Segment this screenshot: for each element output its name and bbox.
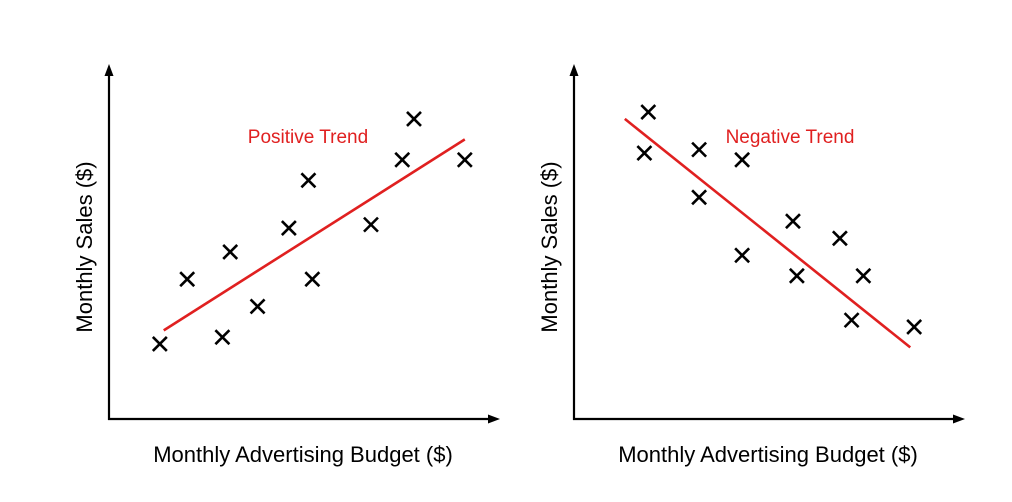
trend-annotation: Positive Trend — [248, 127, 368, 148]
y-axis-arrow — [104, 64, 114, 76]
data-point-x-marker — [222, 243, 239, 260]
data-point-x-marker — [788, 267, 805, 284]
data-point-x-marker — [843, 312, 860, 329]
data-point-x-marker — [636, 145, 653, 161]
trend-line — [624, 117, 912, 349]
data-point-x-marker — [363, 216, 379, 233]
x-axis-arrow — [953, 414, 965, 424]
positive-trend-chart: Monthly Advertising Budget ($) Monthly S… — [72, 64, 500, 467]
data-point-x-marker — [906, 319, 923, 335]
data-point-x-marker — [151, 336, 168, 352]
data-point-x-marker — [640, 104, 657, 121]
data-point-x-marker — [691, 141, 708, 158]
data-point-x-marker — [734, 151, 751, 168]
y-axis-arrow — [569, 64, 579, 76]
data-point-x-marker — [280, 220, 297, 236]
data-point-x-marker — [394, 151, 411, 168]
trend-line — [163, 138, 466, 332]
data-point-x-marker — [456, 151, 473, 168]
data-point-x-marker — [831, 230, 848, 247]
data-point-x-marker — [406, 111, 422, 127]
negative-trend-chart: Monthly Advertising Budget ($) Monthly S… — [537, 64, 965, 467]
x-axis-label: Monthly Advertising Budget ($) — [618, 442, 918, 467]
data-point-x-marker — [855, 267, 872, 284]
x-axis-arrow — [488, 414, 500, 424]
data-point-x-marker — [691, 189, 708, 206]
data-point-x-marker — [249, 298, 266, 315]
trend-annotation: Negative Trend — [726, 127, 855, 148]
data-points — [151, 111, 473, 352]
data-point-x-marker — [304, 271, 321, 288]
data-point-x-marker — [179, 271, 196, 288]
data-point-x-marker — [300, 172, 317, 189]
y-axis-label: Monthly Sales ($) — [72, 161, 97, 332]
data-point-x-marker — [214, 329, 231, 346]
data-point-x-marker — [785, 213, 801, 230]
data-points — [624, 104, 923, 349]
data-point-x-marker — [734, 247, 751, 264]
y-axis-label: Monthly Sales ($) — [537, 161, 562, 332]
x-axis-label: Monthly Advertising Budget ($) — [153, 442, 453, 467]
